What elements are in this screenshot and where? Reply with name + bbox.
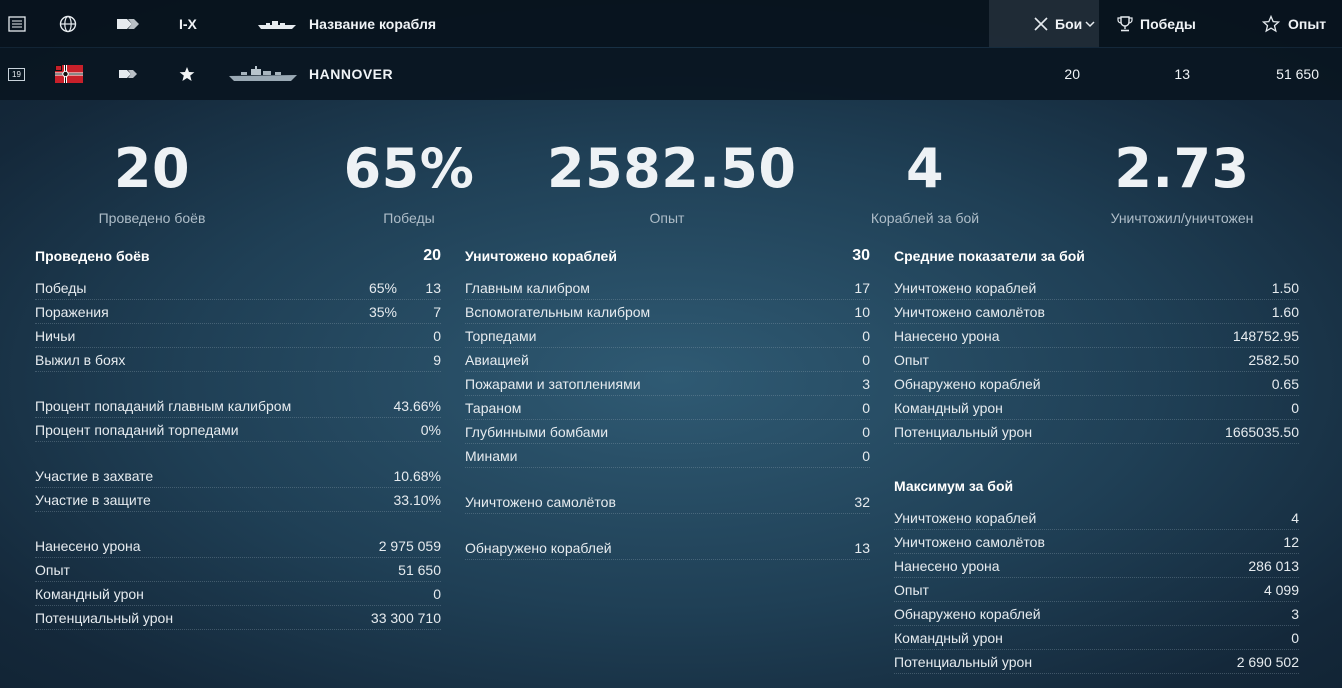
ship-name: HANNOVER (309, 66, 394, 82)
stat-row: Торпедами 0 (465, 324, 870, 348)
stat-row: Опыт 2582.50 (894, 348, 1299, 372)
summary-ships-value: 4 (905, 137, 945, 200)
ship-silhouette-icon (258, 18, 296, 30)
stats-column-kills: Уничтожено кораблей 30 Главным калибром 17… (465, 244, 870, 560)
stat-row: Уничтожено кораблей 4 (894, 506, 1299, 530)
column-xp[interactable]: Опыт (1262, 0, 1326, 47)
stat-row: Уничтожено кораблей 1.50 (894, 276, 1299, 300)
ship-silhouette-header (258, 0, 296, 47)
german-flag-icon (55, 65, 83, 83)
stat-row: Победы 65% 13 (35, 276, 441, 300)
level-badge: 19 (8, 48, 25, 100)
stat-row: Опыт 4 099 (894, 578, 1299, 602)
level-badge-text: 19 (8, 67, 25, 81)
stat-row: Авиацией 0 (465, 348, 870, 372)
column-xp-label: Опыт (1288, 15, 1327, 32)
column-ship-name[interactable]: Название корабля (309, 15, 437, 32)
stat-row: Нанесено урона 286 013 (894, 554, 1299, 578)
star-icon (179, 66, 195, 82)
level-icon (8, 15, 26, 32)
stat-row: Уничтожено самолётов 32 (465, 490, 870, 514)
stat-row: Обнаружено кораблей 3 (894, 602, 1299, 626)
stat-row: Минами 0 (465, 444, 870, 468)
stat-row: Нанесено урона 2 975 059 (35, 534, 441, 558)
stat-row: Нанесено урона 148752.95 (894, 324, 1299, 348)
stat-row: Тараном 0 (465, 396, 870, 420)
summary-kd-label: Уничтожил/уничтожен (1110, 210, 1254, 226)
stat-row: Пожарами и затоплениями 3 (465, 372, 870, 396)
stat-row: Глубинными бомбами 0 (465, 420, 870, 444)
column-battles[interactable]: Бои (1033, 0, 1095, 47)
summary-kd-value: 2.73 (1114, 137, 1250, 200)
sort-active-highlight (989, 0, 1099, 47)
stat-row: Потенциальный урон 1665035.50 (894, 420, 1299, 444)
ship-image (229, 48, 297, 100)
stat-row: Потенциальный урон 33 300 710 (35, 606, 441, 630)
stat-row: Процент попаданий главным калибром 43.66% (35, 394, 441, 418)
averages-heading: Средние показатели за бой (894, 248, 1085, 264)
globe-icon (59, 15, 77, 33)
stat-row: Поражения 35% 7 (35, 300, 441, 324)
stat-row: Вспомогательным калибром 10 (465, 300, 870, 324)
summary-battles-label: Проведено боёв (98, 210, 206, 226)
stat-row: Уничтожено самолётов 12 (894, 530, 1299, 554)
summary-wins-value: 65% (343, 137, 475, 200)
trophy-icon (1116, 15, 1134, 33)
summary-xp-label: Опыт (649, 210, 685, 226)
stat-row: Обнаружено кораблей 0.65 (894, 372, 1299, 396)
ship-type-icon (115, 17, 141, 31)
ship-battles: 20 (1064, 66, 1080, 82)
nation-flag (55, 48, 83, 100)
stats-column-general: Проведено боёв 20 Победы 65% 13 Поражения 35… (35, 244, 441, 630)
type-filter[interactable] (115, 0, 141, 47)
stat-row: Участие в защите 33.10% (35, 488, 441, 512)
nation-filter[interactable] (59, 0, 77, 47)
stat-row: Обнаружено кораблей 13 (465, 536, 870, 560)
summary-xp-value: 2582.50 (547, 137, 797, 200)
summary-wins-label: Победы (383, 210, 435, 226)
battles-heading: Проведено боёв 20 (35, 247, 441, 264)
sort-cross-icon (1033, 16, 1049, 32)
ship-wins: 13 (1174, 66, 1190, 82)
stat-row: Командный урон 0 (35, 582, 441, 606)
ship-type-icon (118, 68, 140, 80)
level-filter[interactable] (8, 0, 26, 47)
ship-xp: 51 650 (1276, 66, 1319, 82)
stat-row: Ничьи 0 (35, 324, 441, 348)
stat-row: Потенциальный урон 2 690 502 (894, 650, 1299, 674)
ship-type (118, 48, 140, 100)
stats-column-averages: Средние показатели за бой Уничтожено кор… (894, 244, 1299, 674)
chevron-down-icon (1085, 20, 1095, 28)
stat-row: Командный урон 0 (894, 626, 1299, 650)
stat-row: Выжил в боях 9 (35, 348, 441, 372)
summary-ships-label: Кораблей за бой (870, 210, 980, 226)
stat-row: Главным калибром 17 (465, 276, 870, 300)
premium-marker (179, 48, 195, 100)
column-wins-label: Победы (1140, 15, 1196, 32)
ship-silhouette-icon (229, 65, 297, 83)
stat-row: Процент попаданий торпедами 0% (35, 418, 441, 442)
column-battles-label: Бои (1055, 15, 1083, 32)
stat-row: Уничтожено самолётов 1.60 (894, 300, 1299, 324)
tier-filter[interactable]: I-X (179, 15, 197, 32)
stat-row: Командный урон 0 (894, 396, 1299, 420)
column-wins[interactable]: Победы (1116, 0, 1196, 47)
maximum-heading: Максимум за бой (894, 478, 1014, 494)
table-header: I-X Название корабля Бои Победы Опыт (0, 0, 1342, 47)
star-icon (1262, 14, 1280, 33)
ship-row[interactable]: 19 HANNOVER 20 13 51 650 (0, 48, 1342, 100)
summary-battles-value: 20 (113, 137, 191, 200)
stat-row: Участие в захвате 10.68% (35, 464, 441, 488)
kills-heading: Уничтожено кораблей 30 (465, 247, 870, 264)
stat-row: Опыт 51 650 (35, 558, 441, 582)
